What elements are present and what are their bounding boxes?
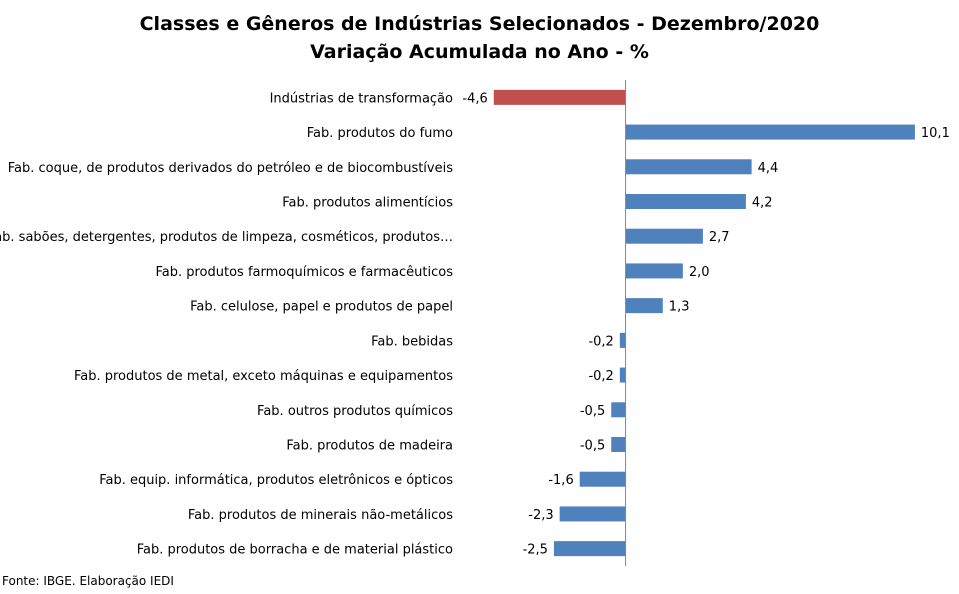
category-label-5: Fab. produtos farmoquímicos e farmacêuti… [155,265,453,280]
category-label-12: Fab. produtos de minerais não-metálicos [188,508,453,523]
value-label-11: -1,6 [548,473,573,488]
value-label-13: -2,5 [523,543,548,558]
bar-9 [611,402,626,418]
value-label-7: -0,2 [588,334,613,349]
bar-1 [625,124,915,140]
bar-7 [619,332,626,348]
chart-title-block: Classes e Gêneros de Indústrias Selecion… [0,10,959,66]
value-label-9: -0,5 [580,404,605,419]
chart-subtitle: Variação Acumulada no Ano - % [310,41,649,63]
category-label-13: Fab. produtos de borracha e de material … [137,543,453,558]
value-label-0: -4,6 [462,91,487,106]
value-label-12: -2,3 [528,508,553,523]
category-labels-group: Indústrias de transformação Fab. produtos… [0,91,453,557]
category-label-0: Indústrias de transformação [270,91,453,106]
value-label-3: 4,2 [752,196,773,211]
category-label-8: Fab. produtos de metal, exceto máquinas … [74,369,453,384]
bar-8 [619,367,626,383]
bar-3 [625,194,746,209]
bar-4 [625,228,703,244]
value-labels-group: -4,6 10,1 4,4 4,2 2,7 2,0 1,3 -0,2 -0,2 -0,5 -0,5 -… [462,91,949,557]
value-label-10: -0,5 [580,439,605,454]
value-label-5: 2,0 [689,265,710,280]
bar-2 [625,159,752,175]
category-label-4: Fab. sabões, detergentes, produtos de li… [0,230,453,245]
category-label-11: Fab. equip. informática, produtos eletrô… [99,473,453,488]
source-note: Fonte: IBGE. Elaboração IEDI [2,574,174,588]
category-label-6: Fab. celulose, papel e produtos de papel [190,300,453,315]
category-label-1: Fab. produtos do fumo [307,126,453,141]
bar-12 [559,506,626,522]
value-label-2: 4,4 [758,161,779,176]
value-label-6: 1,3 [669,300,690,315]
category-label-10: Fab. produtos de madeira [286,439,453,454]
value-label-4: 2,7 [709,230,730,245]
chart-title: Classes e Gêneros de Indústrias Selecion… [139,13,820,35]
value-label-8: -0,2 [588,369,613,384]
bar-0 [493,89,626,105]
bar-13 [553,541,626,557]
bar-11 [579,471,626,487]
category-label-2: Fab. coque, de produtos derivados do pet… [8,161,453,176]
bars-group [493,89,915,557]
category-label-7: Fab. bebidas [371,334,453,349]
category-label-3: Fab. produtos alimentícios [282,196,453,211]
bar-6 [625,298,663,314]
category-label-9: Fab. outros produtos químicos [257,404,453,419]
value-label-1: 10,1 [921,126,950,141]
bar-5 [625,263,683,279]
bar-10 [611,437,626,452]
